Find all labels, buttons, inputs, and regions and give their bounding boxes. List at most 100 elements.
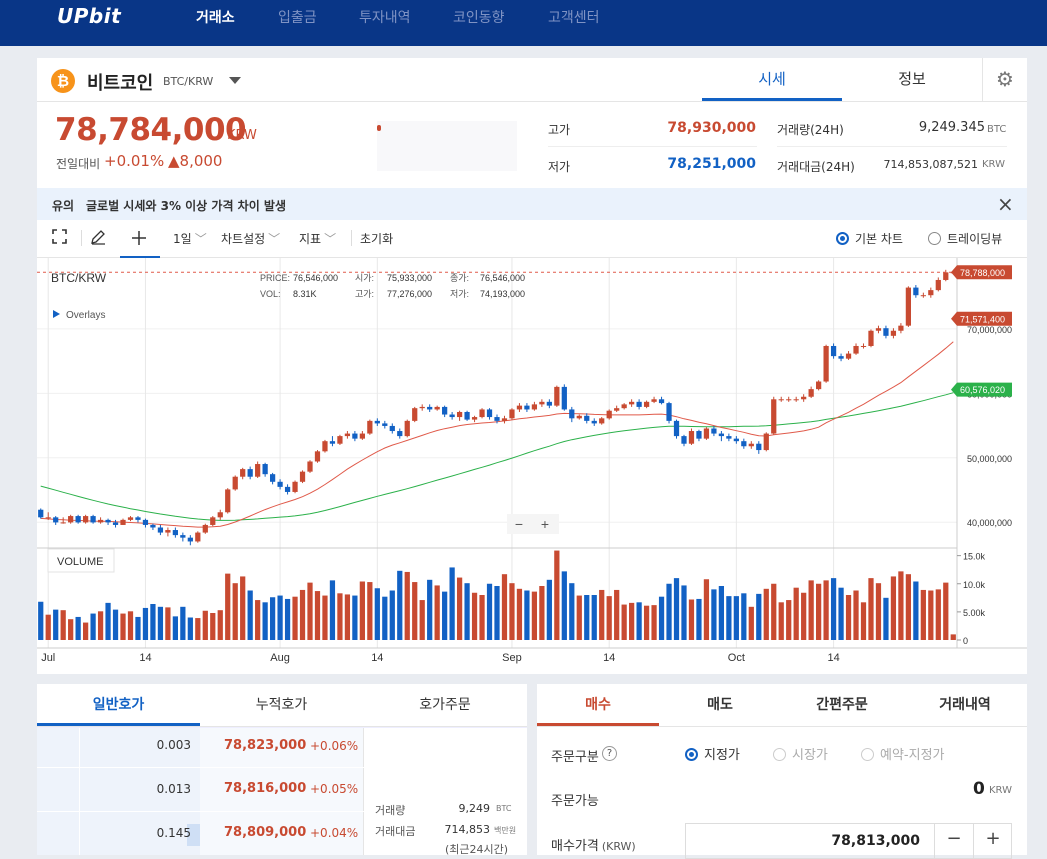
volume-bar: [599, 589, 605, 640]
tab-general-orderbook[interactable]: 일반호가: [37, 684, 200, 726]
chart-panel: ₿ 비트코인 BTC/KRW 시세 정보 ⚙ 78,784,000 KRW 전일…: [37, 58, 1027, 674]
info-high-value: 77,276,000: [387, 289, 432, 299]
candle-body: [621, 404, 627, 409]
tab-sell[interactable]: 매도: [707, 697, 733, 713]
volume-bar: [561, 571, 567, 640]
time-tick-label: 14: [827, 652, 839, 664]
candle-body: [142, 519, 149, 525]
volume-bar: [950, 634, 956, 640]
nav-item-coin-trends[interactable]: 코인동향: [453, 10, 505, 26]
reserved-limit-radio[interactable]: 예약-지정가: [861, 744, 945, 763]
gear-icon[interactable]: ⚙: [982, 58, 1027, 101]
candlestick-chart[interactable]: 40,000,00050,000,00060,000,00070,000,000…: [37, 258, 1027, 674]
interval-select[interactable]: 1일 ﹀: [173, 230, 207, 247]
candle-body: [673, 420, 680, 437]
tab-info[interactable]: 정보: [898, 70, 926, 88]
toolbar-divider: [351, 230, 352, 246]
candle-body: [501, 418, 508, 421]
volume-bar: [471, 592, 478, 640]
price-increment-button[interactable]: +: [985, 828, 1001, 849]
candle-body: [337, 436, 343, 444]
candle-body: [786, 399, 792, 401]
candle-body: [135, 517, 141, 520]
candle-body: [150, 524, 156, 528]
candle-body: [554, 386, 560, 406]
candle-body: [808, 389, 814, 397]
tradingview-radio[interactable]: 트레이딩뷰: [928, 230, 1002, 247]
upbit-logo[interactable]: UPbit: [57, 4, 122, 28]
nav-item-exchange[interactable]: 거래소: [196, 10, 235, 26]
volume-bar: [771, 583, 777, 640]
volume-bar: [75, 616, 81, 640]
orderbook-row[interactable]: 0.145 78,809,000 +0.04%: [37, 811, 527, 856]
zoom-in-button[interactable]: +: [541, 516, 549, 532]
candle-body: [928, 290, 934, 296]
price-decrement-button[interactable]: −: [946, 828, 962, 849]
radio-selected-icon: [836, 232, 849, 245]
volume-bar: [778, 602, 784, 640]
ask-quantity-column: [37, 727, 200, 855]
nav-item-deposit-withdraw[interactable]: 입출금: [278, 10, 317, 26]
volume-bar: [442, 591, 448, 640]
quantity-depth-bar: [187, 824, 200, 846]
side-volume-value: 9,249: [458, 802, 491, 815]
nav-item-customer-center[interactable]: 고객센터: [548, 10, 600, 26]
high-value: 78,930,000: [667, 120, 756, 136]
coin-selector-caret-icon[interactable]: [229, 77, 241, 84]
candle-body: [247, 469, 253, 477]
reset-button[interactable]: 초기화: [360, 232, 394, 246]
stat-divider: [548, 146, 757, 147]
candle-body: [726, 436, 732, 439]
volume-bar: [225, 573, 231, 640]
buy-price-input[interactable]: 78,813,000 − +: [685, 823, 1012, 859]
help-icon[interactable]: ?: [602, 746, 617, 761]
orderbook-row[interactable]: 0.013 78,816,000 +0.05%: [37, 767, 527, 812]
tab-trade-history[interactable]: 거래내역: [939, 697, 991, 713]
volume-bar: [90, 613, 96, 640]
fullscreen-icon[interactable]: [52, 229, 67, 244]
chart-settings-select[interactable]: 차트설정 ﹀: [221, 230, 280, 247]
volume-bar: [494, 586, 500, 640]
market-order-radio[interactable]: 시장가: [773, 744, 828, 763]
volume-bar: [696, 598, 702, 640]
close-icon[interactable]: ×: [997, 192, 1014, 216]
radio-unselected-icon: [861, 748, 874, 761]
basic-chart-radio[interactable]: 기본 차트: [836, 230, 903, 247]
limit-order-radio[interactable]: 지정가: [685, 744, 740, 763]
price-tag: [951, 265, 1012, 280]
overlays-label[interactable]: Overlays: [66, 310, 105, 321]
volume-bar: [920, 589, 926, 640]
candle-body: [344, 433, 351, 437]
nav-item-investments[interactable]: 투자내역: [359, 10, 411, 26]
ask-rate: +0.04%: [310, 826, 359, 840]
candle-body: [471, 417, 478, 420]
volume-bar: [83, 622, 89, 640]
overlays-triangle-icon[interactable]: [53, 310, 60, 318]
volume-label-box: [47, 548, 115, 573]
side-amount-unit: 백만원: [494, 826, 517, 835]
tab-orderbook-order[interactable]: 호가주문: [419, 697, 471, 713]
volume-bar: [397, 570, 403, 640]
tab-buy[interactable]: 매수: [537, 684, 659, 726]
candle-body: [688, 431, 695, 444]
time-axis-ticks: Jul 14 Aug 14 Sep 14 Oct 14: [41, 652, 840, 664]
indicator-select[interactable]: 지표 ﹀: [299, 230, 336, 247]
candle-body: [756, 443, 762, 451]
volume-bar: [501, 574, 508, 640]
tab-market-price[interactable]: 시세: [702, 58, 842, 101]
pencil-icon[interactable]: [90, 229, 106, 245]
crosshair-tool[interactable]: [120, 220, 160, 258]
orderbook-row[interactable]: 0.003 78,823,000 +0.06%: [37, 727, 527, 772]
candle-body: [449, 414, 455, 418]
change-rate: +0.01%: [104, 152, 165, 170]
price-tags: 78,788,000 71,571,400 60,576,020: [951, 265, 1012, 397]
tab-simple-order[interactable]: 간편주문: [816, 697, 868, 713]
candle-body: [314, 451, 321, 462]
tab-cumulative-orderbook[interactable]: 누적호가: [255, 697, 308, 713]
volume-bar: [344, 594, 351, 640]
candle-body: [539, 401, 545, 405]
candle-body: [516, 405, 523, 410]
volume-bar: [621, 604, 627, 640]
zoom-out-button[interactable]: −: [515, 516, 523, 532]
candle-body: [269, 474, 276, 482]
